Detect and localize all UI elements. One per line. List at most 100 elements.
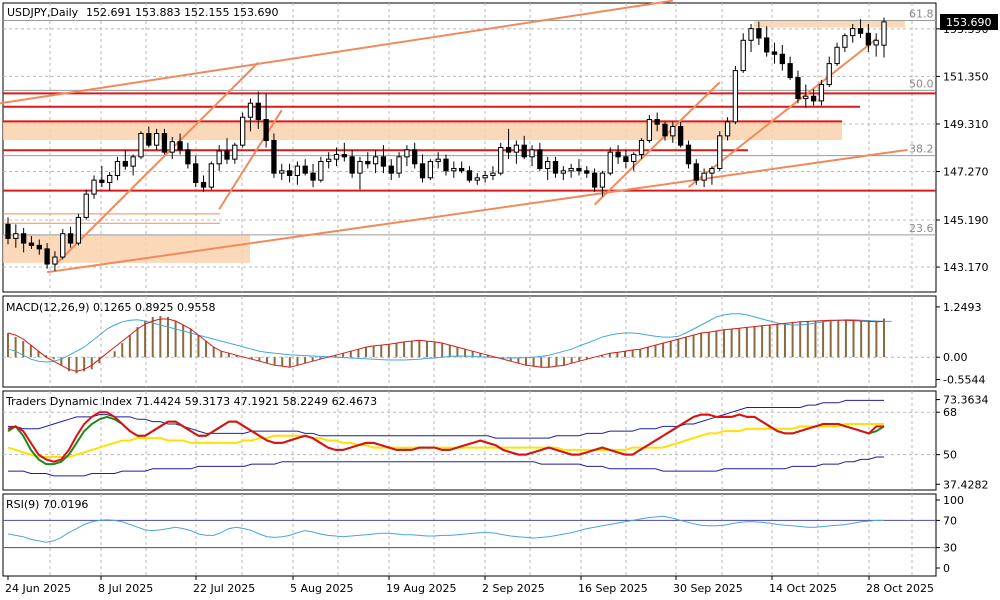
candle-body [239, 116, 246, 146]
fibonacci-label: 61.8 [909, 7, 934, 20]
candle-body [271, 140, 277, 174]
candle-body [200, 181, 207, 188]
candle-body [427, 160, 434, 179]
fibonacci-levels: 61.8 50.0 38.2 23.6 [3, 7, 936, 236]
candle-body [107, 174, 113, 183]
rsi-tick-label: 100 [943, 494, 964, 507]
date-tick-label: 8 Jul 2025 [98, 582, 153, 595]
candle-body [560, 170, 566, 174]
channel-up-line [54, 61, 259, 266]
candle-body [685, 144, 692, 165]
candle-body [709, 167, 715, 174]
candle-body [537, 149, 543, 169]
candle-body [365, 160, 371, 165]
candle-body [584, 170, 590, 174]
macd-pane: 1.2493 0.00 -0.5544 [3, 301, 985, 387]
price-axis: 153.390151.350149.310147.270145.190143.1… [936, 23, 989, 274]
support-resistance-zones [3, 20, 905, 263]
macd-main-line [7, 313, 892, 363]
candlesticks [5, 17, 887, 272]
candle-body [748, 28, 754, 41]
candle-body [670, 126, 676, 137]
candle-body [779, 53, 785, 65]
candle-body [28, 242, 35, 246]
candle-body [615, 151, 621, 158]
candle-body [247, 102, 254, 118]
candle-body [310, 172, 316, 181]
candle-body [193, 163, 199, 183]
fibonacci-label: 23.6 [909, 222, 934, 235]
candle-body [529, 149, 535, 158]
candle-body [286, 170, 293, 176]
candle-body [732, 70, 739, 123]
candle-body [568, 167, 574, 172]
candle-body [458, 167, 465, 172]
rsi-pane: 100 70 30 0 [3, 494, 964, 575]
candle-body [130, 156, 136, 167]
candle-body [224, 150, 230, 160]
date-tick-label: 14 Oct 2025 [769, 582, 837, 595]
candle-body [83, 193, 89, 218]
candle-body [498, 147, 504, 174]
candle-body [717, 135, 723, 169]
rsi-tick-label: 70 [943, 514, 957, 527]
date-axis: 24 Jun 2025 8 Jul 2025 22 Jul 2025 5 Aug 20… [5, 576, 934, 595]
price-tick-label: 143.170 [943, 261, 989, 274]
candle-body [122, 160, 128, 167]
candle-body [795, 77, 801, 100]
date-tick-label: 22 Jul 2025 [193, 582, 255, 595]
pane-frame-3 [2, 493, 937, 577]
candle-body [724, 121, 731, 137]
candle-body [576, 167, 582, 172]
candle-body [138, 133, 144, 158]
candle-body [764, 37, 770, 53]
candle-body [91, 179, 97, 195]
pane-frame-1 [2, 295, 937, 388]
price-badge: 153.690 [946, 16, 992, 29]
candle-body [75, 216, 82, 244]
date-tick-label: 19 Aug 2025 [386, 582, 456, 595]
tdi-tick-label: 37.4282 [943, 478, 989, 491]
candle-body [662, 123, 668, 137]
pane-frames [2, 2, 937, 577]
candle-body [318, 160, 324, 181]
candle-body [443, 158, 449, 172]
candle-body [631, 153, 637, 162]
candle-body [146, 133, 152, 146]
candle-body [5, 223, 11, 239]
channel-up-line [218, 109, 283, 210]
candle-body [513, 144, 520, 153]
candle-body [881, 21, 887, 46]
macd-title: MACD(12,26,9) 0.1265 0.8925 0.9558 [6, 301, 216, 314]
price-tick-label: 149.310 [943, 118, 989, 131]
candle-body [803, 95, 809, 100]
macd-tick-label: -0.5544 [943, 374, 985, 387]
date-tick-label: 5 Aug 2025 [290, 582, 353, 595]
candle-body [208, 163, 215, 188]
candle-body [490, 172, 496, 176]
candle-body [810, 95, 817, 102]
date-tick-label: 2 Sep 2025 [482, 582, 545, 595]
candle-body [435, 158, 441, 162]
candle-body [756, 28, 762, 39]
candle-body [302, 165, 308, 174]
candle-body [654, 119, 660, 125]
pane-frame-0 [2, 2, 937, 293]
candle-body [333, 153, 340, 160]
candle-body [818, 84, 825, 102]
price-tick-label: 145.190 [943, 214, 989, 227]
fibonacci-label: 38.2 [909, 143, 934, 156]
channel-up-line [593, 81, 721, 206]
candle-body [646, 119, 653, 142]
candle-body [388, 165, 394, 174]
date-tick-label: 30 Sep 2025 [673, 582, 743, 595]
rsi-tick-label: 30 [943, 542, 957, 555]
candle-body [842, 35, 848, 48]
candle-body [873, 39, 879, 46]
candle-body [404, 149, 410, 158]
price-tick-label: 147.270 [943, 166, 989, 179]
rsi-title: RSI(9) 70.0196 [6, 498, 88, 511]
candle-body [552, 160, 559, 174]
